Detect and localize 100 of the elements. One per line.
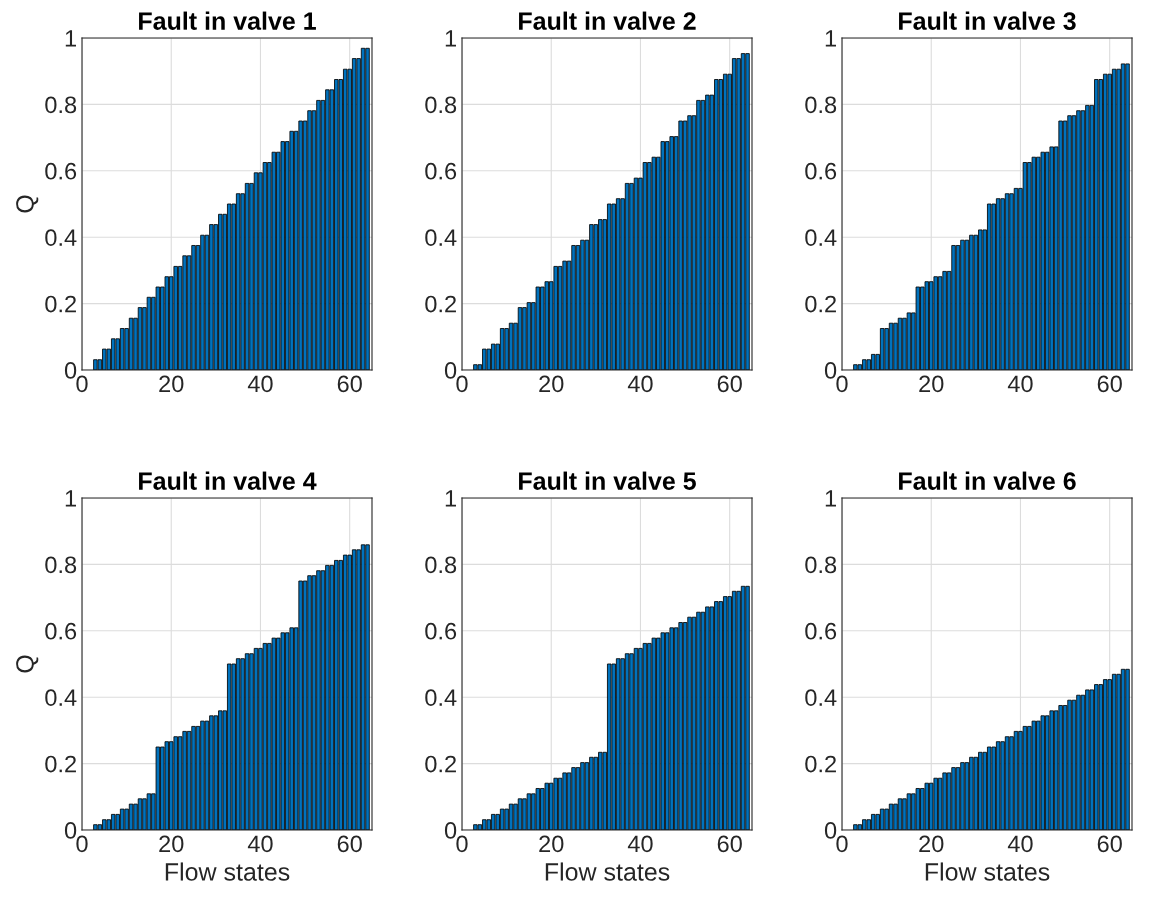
y-tick-label: 0.6	[425, 622, 457, 640]
x-tick-label: 60	[1097, 375, 1122, 393]
y-tick-label: 0	[824, 822, 837, 839]
bar	[173, 736, 178, 830]
bar	[1125, 63, 1130, 370]
bar	[893, 322, 898, 370]
chart-title: Fault in valve 5	[519, 471, 696, 490]
y-tick-label: 0	[64, 822, 77, 839]
y-tick-label: 1	[825, 490, 836, 507]
x-tick-label: 60	[337, 375, 362, 393]
bar	[624, 653, 630, 830]
bar	[307, 110, 312, 370]
bar	[1049, 710, 1054, 830]
bar	[960, 239, 965, 370]
bar	[553, 266, 558, 370]
bar	[191, 245, 196, 370]
y-tick-label: 0.8	[45, 556, 77, 574]
bar	[1076, 694, 1081, 830]
bar	[1120, 668, 1126, 830]
y-tick-label: 0	[824, 362, 837, 379]
x-tick-label: 40	[247, 835, 273, 853]
y-tick-label: 0	[444, 822, 457, 839]
x-tick-label: 20	[159, 835, 184, 853]
bar	[119, 808, 125, 830]
x-tick-label: 0	[456, 375, 468, 393]
bar	[696, 611, 701, 830]
bar	[200, 720, 205, 830]
x-tick-label: 0	[456, 835, 468, 853]
y-tick-label: 1	[445, 30, 456, 47]
bar	[562, 772, 567, 830]
bar	[289, 130, 294, 370]
x-tick-label: 20	[919, 375, 944, 393]
x-tick-label: 0	[76, 375, 88, 393]
y-tick-label: 0.2	[805, 295, 836, 313]
y-tick-label: 0.4	[805, 229, 837, 246]
bar	[271, 637, 277, 830]
bar	[1067, 115, 1072, 370]
x-tick-label: 20	[919, 835, 944, 853]
bar	[638, 647, 643, 830]
bar	[906, 793, 912, 830]
bar	[262, 643, 268, 830]
y-tick-label: 0	[64, 362, 77, 379]
bar	[155, 286, 161, 370]
bar	[740, 53, 746, 370]
bar	[351, 58, 357, 370]
x-tick-label: 60	[1097, 835, 1122, 853]
bar	[244, 183, 250, 370]
bar	[365, 544, 370, 830]
y-tick-label: 0.8	[425, 556, 457, 574]
bar	[669, 627, 674, 830]
bar	[924, 281, 929, 370]
y-tick-label: 1	[65, 30, 76, 47]
bar	[298, 580, 303, 830]
bar	[253, 647, 259, 830]
bar	[1013, 187, 1019, 370]
x-axis-title: Flow states	[165, 862, 290, 881]
bar	[933, 276, 938, 370]
x-tick-label: 40	[1007, 375, 1033, 393]
bar	[915, 788, 921, 830]
x-tick-label: 40	[247, 375, 273, 393]
bar	[1031, 156, 1037, 370]
y-tick-label: 0.6	[45, 622, 77, 640]
bar	[553, 777, 558, 830]
x-tick-label: 20	[159, 375, 184, 393]
bar	[964, 239, 970, 370]
bar	[191, 726, 196, 830]
bar	[1071, 699, 1077, 830]
bar	[1125, 668, 1130, 830]
y-tick-label: 1	[65, 490, 76, 507]
bar	[951, 245, 956, 370]
bar	[253, 172, 259, 370]
bar	[544, 281, 549, 370]
bar	[696, 100, 701, 370]
x-axis-title: Flow states	[545, 862, 670, 881]
bar	[360, 544, 366, 830]
bar	[186, 730, 192, 830]
chart-title: Fault in valve 6	[899, 471, 1076, 490]
x-tick-label: 0	[76, 835, 88, 853]
bar	[1067, 699, 1072, 830]
y-axis-title: Q	[16, 655, 39, 673]
bar	[1022, 726, 1028, 830]
bar	[200, 234, 205, 370]
bar	[660, 632, 665, 830]
x-tick-label: 40	[627, 835, 653, 853]
bar	[1040, 715, 1045, 830]
y-tick-label: 0.6	[425, 162, 457, 180]
bar	[1049, 146, 1054, 370]
bar	[1022, 162, 1028, 370]
bar	[351, 549, 357, 830]
bar	[1111, 68, 1117, 370]
bar	[1018, 730, 1023, 830]
bar	[951, 767, 956, 830]
bar	[642, 162, 648, 370]
y-tick-label: 0.4	[45, 689, 77, 706]
bar	[1040, 151, 1045, 370]
bar	[615, 198, 621, 370]
x-tick-label: 60	[717, 375, 742, 393]
bar	[235, 658, 241, 830]
bar	[571, 767, 576, 830]
bar	[562, 260, 567, 370]
